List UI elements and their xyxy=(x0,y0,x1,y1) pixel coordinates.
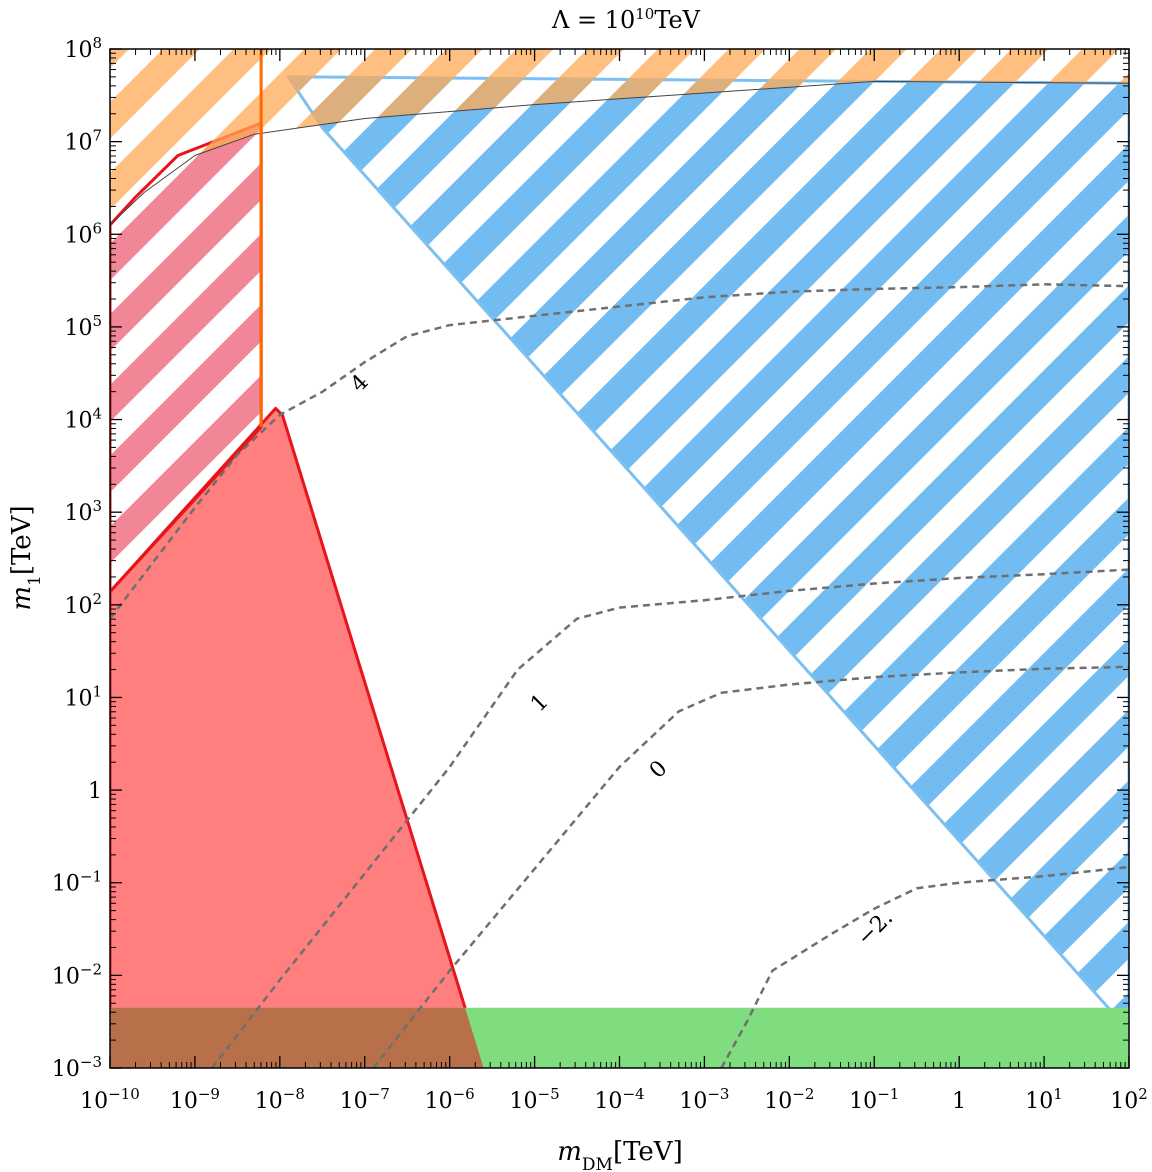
x-tick-label: 10−5 xyxy=(510,1085,560,1114)
y-tick-label: 103 xyxy=(64,497,102,526)
y-tick-label: 106 xyxy=(64,219,102,248)
x-tick-label: 1 xyxy=(952,1089,966,1114)
contour-label-3: −2. xyxy=(853,905,899,951)
y-tick-label: 105 xyxy=(64,312,102,341)
x-tick-label: 101 xyxy=(1025,1085,1063,1114)
y-axis-title: m1[TeV] xyxy=(7,505,45,610)
y-tick-label: 102 xyxy=(64,590,102,619)
x-tick-label: 10−1 xyxy=(849,1085,899,1114)
x-tick-label: 10−8 xyxy=(255,1085,305,1114)
x-tick-label: 10−10 xyxy=(80,1085,140,1114)
y-tick-label: 107 xyxy=(64,127,102,156)
y-tick-label: 108 xyxy=(64,34,102,63)
x-tick-label: 10−2 xyxy=(764,1085,814,1114)
y-tick-label: 1 xyxy=(88,779,102,804)
x-tick-label: 10−7 xyxy=(340,1085,390,1114)
y-tick-label: 10−1 xyxy=(52,868,102,897)
frame-layer: 10−10 10−9 10−8 10−7 10−6 10−5 10−4 10−3 10−2 10−… xyxy=(52,34,1148,1114)
x-tick-label: 10−4 xyxy=(594,1085,644,1114)
x-tick-label: 10−6 xyxy=(425,1085,475,1114)
x-tick-label: 10−3 xyxy=(679,1085,729,1114)
contour-line-1 xyxy=(210,568,1129,1068)
y-tick-label: 10−3 xyxy=(52,1053,102,1082)
y-tick-label: 104 xyxy=(64,405,102,434)
plot-title: Λ = 1010TeV xyxy=(551,5,701,34)
y-tick-label: 10−2 xyxy=(52,960,102,989)
regions-layer xyxy=(110,49,1129,1068)
x-tick-label: 10−9 xyxy=(170,1085,220,1114)
x-tick-label: 102 xyxy=(1110,1085,1148,1114)
contour-line-2 xyxy=(372,665,1129,1068)
x-axis-title: mDM[TeV] xyxy=(557,1137,682,1172)
contour-line-0 xyxy=(110,283,1129,620)
contour-line-3 xyxy=(720,865,1129,1068)
y-tick-label: 101 xyxy=(64,682,102,711)
region-orange-hatched xyxy=(110,49,1129,226)
